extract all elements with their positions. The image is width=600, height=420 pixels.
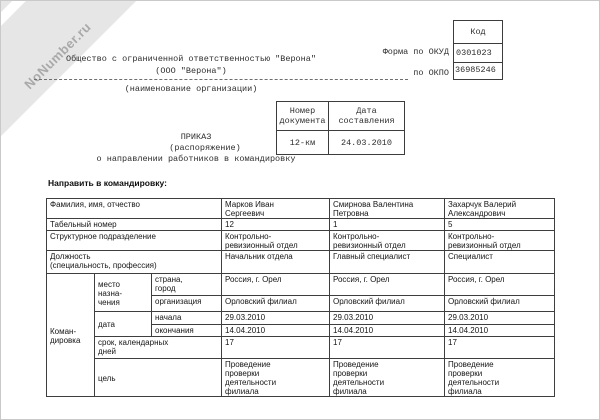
order-title: ПРИКАЗ bbox=[180, 132, 212, 142]
department-label: Структурное подразделение bbox=[46, 230, 222, 251]
position-value-3: Специалист bbox=[444, 250, 555, 274]
org-value-3: Орловский филиал bbox=[444, 295, 555, 312]
row-country: Коман- дировка место назна- чения страна… bbox=[46, 273, 555, 397]
org-value-1: Орловский филиал bbox=[221, 295, 330, 312]
doc-date-value: 24.03.2010 bbox=[340, 137, 392, 148]
row-organization: организация Орловский филиал Орловский ф… bbox=[47, 295, 555, 312]
organization-name: Общество с ограниченной ответственностью… bbox=[41, 53, 341, 77]
purpose-label: цель bbox=[94, 358, 222, 397]
department-value-3: Контрольно- ревизионный отдел bbox=[444, 230, 555, 251]
row-position: Должность (специальность, профессия) Нач… bbox=[46, 250, 555, 274]
duration-label: срок, календарных дней bbox=[94, 336, 222, 359]
okpo-value: 36985246 bbox=[455, 65, 496, 75]
row-department: Структурное подразделение Контрольно- ре… bbox=[46, 230, 555, 251]
business-trip-table: Фамилия, имя, отчество Марков Иван Серге… bbox=[46, 198, 555, 397]
code-box-title: Код bbox=[454, 21, 502, 44]
doc-number-header: Номер документа bbox=[277, 102, 329, 130]
row-duration: срок, календарных дней 17 17 17 bbox=[47, 336, 555, 359]
tab-number-value-3: 5 bbox=[444, 218, 555, 231]
country-value-2: Россия, г. Орел bbox=[329, 273, 445, 296]
date-end-value-3: 14.04.2010 bbox=[444, 324, 555, 337]
duration-value-2: 17 bbox=[329, 336, 445, 359]
country-value-3: Россия, г. Орел bbox=[444, 273, 555, 296]
section-heading: Направить в командировку: bbox=[48, 178, 167, 188]
doc-date-header: Дата составления bbox=[338, 106, 395, 126]
row-purpose: цель Проведение проверки деятельности фи… bbox=[47, 358, 555, 397]
order-subtitle: (распоряжение) bbox=[169, 143, 241, 153]
country-label: страна, город bbox=[151, 273, 222, 296]
fio-value-3: Захарчук Валерий Александрович bbox=[444, 198, 555, 219]
tab-number-label: Табельный номер bbox=[46, 218, 222, 231]
date-start-value-3: 29.03.2010 bbox=[444, 311, 555, 325]
duration-value-1: 17 bbox=[221, 336, 330, 359]
purpose-value-3: Проведение проверки деятельности филиала bbox=[444, 358, 555, 397]
country-value-1: Россия, г. Орел bbox=[221, 273, 330, 296]
row-fio: Фамилия, имя, отчество Марков Иван Серге… bbox=[46, 198, 555, 219]
purpose-value-1: Проведение проверки деятельности филиала bbox=[221, 358, 330, 397]
position-value-1: Начальник отдела bbox=[221, 250, 330, 274]
date-start-value-1: 29.03.2010 bbox=[221, 311, 330, 325]
purpose-value-2: Проведение проверки деятельности филиала bbox=[329, 358, 445, 397]
organization-name-line2: (ООО "Верона") bbox=[155, 66, 227, 76]
position-label: Должность (специальность, профессия) bbox=[46, 250, 222, 274]
org-value-2: Орловский филиал bbox=[329, 295, 445, 312]
department-value-1: Контрольно- ревизионный отдел bbox=[221, 230, 330, 251]
date-start-value-2: 29.03.2010 bbox=[329, 311, 445, 325]
code-box: Код 0301023 36985246 bbox=[453, 20, 503, 80]
date-start-label: начала bbox=[151, 311, 222, 325]
row-date-start: дата начала 29.03.2010 29.03.2010 29.03.… bbox=[47, 311, 555, 337]
org-label: организация bbox=[151, 295, 222, 312]
trip-group-label: Коман- дировка bbox=[46, 273, 95, 397]
okpo-label: по ОКПО bbox=[413, 68, 449, 78]
department-value-2: Контрольно- ревизионный отдел bbox=[329, 230, 445, 251]
organization-hint: (наименование организации) bbox=[124, 84, 258, 94]
fio-value-1: Марков Иван Сергеевич bbox=[221, 198, 330, 219]
business-trip-table-wrap: Фамилия, имя, отчество Марков Иван Серге… bbox=[46, 198, 555, 397]
order-title-block: ПРИКАЗ (распоряжение) о направлении рабо… bbox=[96, 132, 296, 165]
date-end-value-1: 14.04.2010 bbox=[221, 324, 330, 337]
doc-number-table: Номер документа Дата составления 12-км 2… bbox=[276, 101, 405, 155]
tab-number-value-2: 1 bbox=[329, 218, 445, 231]
organization-underline bbox=[34, 79, 408, 80]
okud-value: 0301023 bbox=[454, 44, 502, 63]
destination-label: место назна- чения bbox=[94, 273, 152, 312]
okud-label: Форма по ОКУД bbox=[382, 47, 449, 57]
position-value-2: Главный специалист bbox=[329, 250, 445, 274]
date-label: дата bbox=[94, 311, 152, 337]
doc-number-value: 12-км bbox=[277, 131, 329, 154]
fio-value-2: Смирнова Валентина Петровна bbox=[329, 198, 445, 219]
organization-name-line1: Общество с ограниченной ответственностью… bbox=[66, 54, 316, 64]
doc-number-value-row: 12-км 24.03.2010 bbox=[277, 131, 404, 154]
date-end-value-2: 14.04.2010 bbox=[329, 324, 445, 337]
fio-label: Фамилия, имя, отчество bbox=[46, 198, 222, 219]
order-description: о направлении работников в командировку bbox=[96, 154, 296, 164]
duration-value-3: 17 bbox=[444, 336, 555, 359]
tab-number-value-1: 12 bbox=[221, 218, 330, 231]
row-tab-number: Табельный номер 12 1 5 bbox=[46, 218, 555, 231]
doc-number-header-row: Номер документа Дата составления bbox=[277, 102, 404, 131]
date-end-label: окончания bbox=[151, 324, 222, 337]
